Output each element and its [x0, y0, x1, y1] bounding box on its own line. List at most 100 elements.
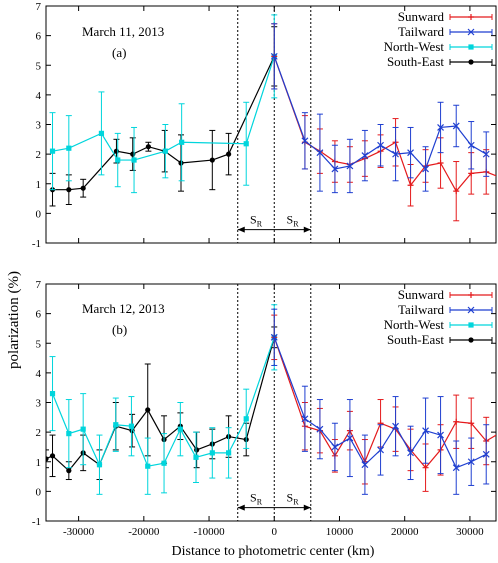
data-point: [145, 407, 151, 413]
data-point: [270, 52, 278, 60]
panel-label: (a): [112, 45, 126, 60]
y-axis-label: polarization (%): [6, 271, 22, 369]
data-point: [98, 130, 105, 136]
series-north-west: [49, 14, 278, 194]
y-tick-label: 7: [36, 279, 42, 291]
data-point: [468, 420, 475, 427]
y-tick-label: 6: [36, 31, 42, 43]
data-point: [49, 148, 56, 154]
data-point: [377, 141, 384, 149]
region-label-sub: R: [257, 498, 263, 507]
y-tick-label: 5: [36, 338, 42, 350]
data-point: [113, 148, 120, 154]
data-point: [437, 431, 444, 439]
data-point: [66, 468, 72, 474]
data-point: [96, 462, 103, 468]
legend-marker: [467, 28, 475, 36]
data-point: [113, 422, 119, 428]
data-point: [361, 152, 369, 160]
data-point: [467, 458, 475, 466]
y-tick-label: 7: [36, 1, 42, 13]
data-point: [407, 182, 414, 189]
panel-title: March 12, 2013: [82, 301, 165, 316]
x-tick-label: -20000: [128, 526, 160, 538]
plot-area: [46, 304, 496, 495]
data-point: [422, 464, 429, 471]
region-label-sub: R: [257, 220, 263, 229]
y-tick-label: -1: [32, 516, 41, 528]
data-point: [468, 170, 475, 177]
data-point: [377, 446, 384, 454]
region-label-right: SR: [287, 213, 300, 229]
series-line: [273, 56, 496, 193]
legend-marker: [468, 292, 474, 298]
data-point: [331, 443, 339, 451]
y-tick-label: 3: [36, 398, 42, 410]
data-point: [66, 145, 72, 151]
data-point: [80, 426, 86, 432]
series-line: [51, 337, 275, 467]
data-point: [145, 144, 151, 150]
data-point: [453, 188, 460, 195]
x-tick-label: 20000: [391, 526, 419, 538]
x-tick-label: -30000: [63, 526, 95, 538]
data-point: [243, 141, 249, 147]
series-line: [46, 337, 275, 472]
data-point: [161, 460, 167, 466]
series-tailward: [270, 23, 490, 194]
x-tick-label: -10000: [193, 526, 225, 538]
region-label-sub: R: [293, 498, 299, 507]
y-tick-label: 5: [36, 60, 42, 72]
data-point: [80, 185, 86, 191]
legend-marker: [467, 306, 475, 314]
x-tick-label: 10000: [326, 526, 354, 538]
y-tick-label: 6: [36, 309, 42, 321]
panel-a: -1 0 1 2 3 4 5 6 7 SR SR March 11, 2013 (a) SunwardTa…: [32, 1, 497, 250]
series-line: [52, 56, 275, 161]
data-point: [437, 160, 444, 167]
data-point: [193, 454, 199, 460]
data-point: [453, 418, 460, 425]
data-point: [316, 149, 324, 157]
data-point: [46, 456, 49, 462]
data-point: [422, 427, 429, 435]
legend-marker: [468, 44, 474, 50]
legend-marker: [468, 322, 474, 328]
data-point: [301, 415, 309, 423]
data-point: [226, 450, 232, 456]
panel-title: March 11, 2013: [82, 24, 164, 39]
region-label-left: SR: [250, 213, 263, 229]
region-arrow-head-right: [303, 226, 311, 233]
region-label-sub: R: [293, 220, 299, 229]
plot-area: [49, 14, 496, 222]
data-point: [316, 425, 324, 433]
series-north-west: [49, 304, 278, 495]
series-south-east: [46, 326, 278, 481]
data-point: [346, 162, 354, 170]
data-point: [226, 151, 232, 157]
legend-label: North-West: [384, 317, 445, 332]
legend-label: South-East: [387, 54, 444, 69]
legend-label: North-West: [384, 39, 445, 54]
legend-label: South-East: [387, 332, 444, 347]
legend-label: Tailward: [398, 24, 445, 39]
data-point: [361, 461, 369, 469]
data-point: [209, 157, 215, 163]
data-point: [331, 165, 339, 173]
data-point: [452, 122, 460, 130]
series-tailward: [270, 308, 490, 495]
data-point: [482, 150, 490, 158]
data-point: [49, 453, 56, 459]
region-arrow-head-right: [303, 504, 311, 511]
legend-label: Sunward: [398, 287, 445, 302]
data-point: [422, 165, 429, 173]
panel-b: -1 0 1 2 3 4 5 6 7 -30000 -20000 -10000 0 10000 20000 3…: [32, 279, 497, 538]
data-point: [407, 449, 414, 457]
data-point: [467, 141, 475, 149]
data-point: [301, 137, 309, 145]
x-tick-label: 0: [272, 526, 278, 538]
y-tick-label: 1: [36, 179, 42, 191]
data-point: [115, 157, 121, 163]
y-tick-label: 1: [36, 457, 42, 469]
